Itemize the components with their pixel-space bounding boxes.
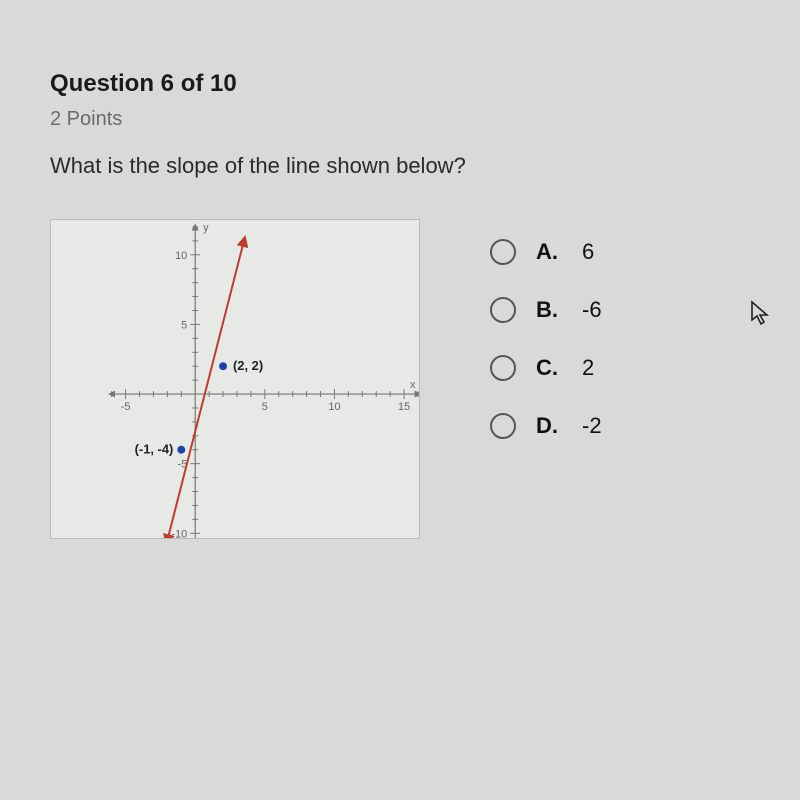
choice-c[interactable]: C. 2	[490, 355, 602, 381]
radio-icon[interactable]	[490, 239, 516, 265]
choice-text: -2	[582, 413, 602, 439]
radio-icon[interactable]	[490, 413, 516, 439]
graph-svg: yx-551015-10-5510(2, 2)(-1, -4)	[51, 220, 419, 538]
svg-text:(-1, -4): (-1, -4)	[135, 442, 174, 457]
svg-text:5: 5	[262, 401, 268, 413]
radio-icon[interactable]	[490, 297, 516, 323]
question-points: 2 Points	[50, 108, 750, 131]
question-prompt: What is the slope of the line shown belo…	[50, 153, 750, 179]
choice-letter: C.	[536, 355, 562, 381]
svg-text:(2, 2): (2, 2)	[233, 358, 263, 373]
question-header: Question 6 of 10	[50, 70, 750, 98]
svg-text:15: 15	[398, 401, 410, 413]
svg-text:-5: -5	[121, 401, 131, 413]
choice-d[interactable]: D. -2	[490, 413, 602, 439]
choice-a[interactable]: A. 6	[490, 239, 602, 265]
svg-text:5: 5	[181, 319, 187, 331]
choice-text: 6	[582, 239, 594, 265]
choice-b[interactable]: B. -6	[490, 297, 602, 323]
svg-text:10: 10	[175, 250, 187, 262]
choice-letter: D.	[536, 413, 562, 439]
svg-text:-10: -10	[171, 528, 187, 538]
svg-text:10: 10	[328, 401, 340, 413]
choices-list: A. 6 B. -6 C. 2 D. -2	[490, 219, 602, 439]
svg-text:x: x	[410, 379, 416, 391]
svg-text:y: y	[203, 222, 209, 234]
graph-box: yx-551015-10-5510(2, 2)(-1, -4)	[50, 219, 420, 539]
question-body: yx-551015-10-5510(2, 2)(-1, -4) A. 6 B. …	[50, 219, 750, 539]
choice-letter: A.	[536, 239, 562, 265]
choice-text: -6	[582, 297, 602, 323]
radio-icon[interactable]	[490, 355, 516, 381]
cursor-icon	[750, 300, 770, 326]
choice-letter: B.	[536, 297, 562, 323]
question-container: Question 6 of 10 2 Points What is the sl…	[0, 0, 800, 539]
choice-text: 2	[582, 355, 594, 381]
